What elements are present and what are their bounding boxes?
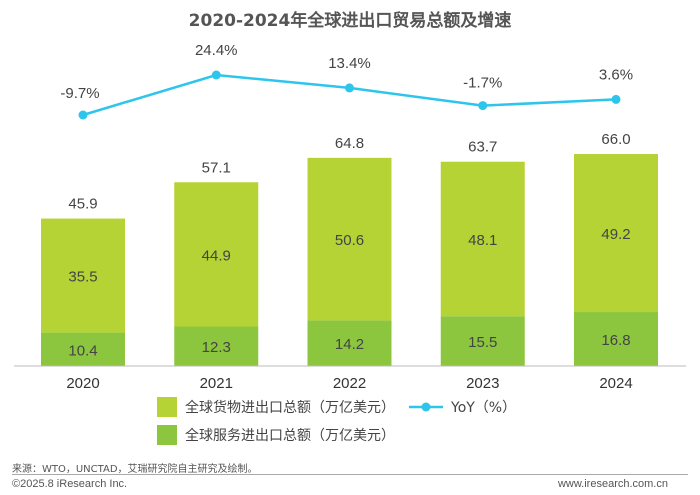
- x-tick-2022: 2022: [333, 375, 366, 392]
- total-label-2022: 64.8: [335, 135, 364, 152]
- bar-label-services-2022: 14.2: [335, 336, 364, 353]
- bar-label-goods-2023: 48.1: [468, 232, 497, 249]
- bar-goods-2021: [174, 182, 259, 327]
- bar-label-services-2020: 10.4: [68, 342, 97, 359]
- x-tick-2023: 2023: [466, 375, 499, 392]
- bar-services-2024: [574, 312, 658, 366]
- yoy-label-2023: -1.7%: [463, 75, 502, 92]
- bar-label-services-2023: 15.5: [468, 334, 497, 351]
- legend-goods-swatch: [157, 397, 177, 417]
- x-tick-2024: 2024: [599, 375, 632, 392]
- footer-divider: [12, 474, 688, 475]
- yoy-point-2020: [78, 110, 88, 120]
- yoy-label-2024: 3.6%: [599, 66, 633, 83]
- yoy-point-2022: [345, 83, 354, 93]
- legend-services-swatch: [157, 425, 177, 445]
- yoy-line: [82, 73, 617, 117]
- yoy-label-2022: 13.4%: [328, 55, 371, 72]
- bar-label-goods-2022: 50.6: [335, 232, 364, 249]
- source-note: 来源：WTO，UNCTAD，艾瑞研究院自主研究及绘制。: [12, 464, 258, 475]
- legend-services: 全球服务进出口总额（万亿美元）: [157, 425, 395, 445]
- bar-services-2020: [41, 332, 125, 366]
- yoy-point-2024: [611, 94, 621, 104]
- chart-plot: 10.4 35.5 45.9 2020 12.3 44.9 57.1 2021 14.2 50.6…: [14, 42, 686, 392]
- yoy-point-2023: [478, 101, 488, 111]
- bar-services-2021: [174, 326, 259, 366]
- total-label-2024: 66.0: [601, 131, 630, 148]
- legend-services-label: 全球服务进出口总额（万亿美元）: [185, 428, 395, 444]
- bar-label-services-2021: 12.3: [202, 339, 231, 356]
- bar-label-goods-2024: 49.2: [601, 226, 630, 243]
- yoy-label-2021: 24.4%: [195, 42, 238, 59]
- bar-label-goods-2021: 44.9: [202, 247, 231, 264]
- total-label-2020: 45.9: [68, 196, 97, 213]
- yoy-point-2021: [211, 70, 221, 80]
- total-label-2021: 57.1: [202, 159, 231, 176]
- copyright: ©2025.8 iResearch Inc.: [12, 478, 128, 490]
- x-tick-2020: 2020: [66, 375, 99, 392]
- legend-goods: 全球货物进出口总额（万亿美元） YoY（%）: [157, 397, 516, 417]
- website-link: www.iresearch.com.cn: [557, 478, 668, 490]
- total-label-2023: 63.7: [468, 139, 497, 156]
- bar-goods-2020: [41, 218, 125, 333]
- bar-goods-2022: [307, 157, 392, 321]
- x-tick-2021: 2021: [200, 375, 233, 392]
- bar-label-services-2024: 16.8: [601, 332, 630, 349]
- legend-yoy-label: YoY（%）: [451, 400, 517, 416]
- yoy-label-2020: -9.7%: [60, 85, 99, 102]
- bar-goods-2024: [574, 154, 658, 313]
- legend-yoy-line-icon: [409, 402, 443, 412]
- bar-goods-2023: [440, 161, 525, 317]
- bar-services-2022: [307, 320, 392, 366]
- legend-yoy: YoY（%）: [409, 397, 516, 417]
- chart-title: 2020-2024年全球进出口贸易总额及增速: [188, 11, 512, 31]
- bar-label-goods-2020: 35.5: [68, 269, 97, 286]
- bar-services-2023: [440, 316, 525, 366]
- legend-goods-label: 全球货物进出口总额（万亿美元）: [185, 400, 395, 416]
